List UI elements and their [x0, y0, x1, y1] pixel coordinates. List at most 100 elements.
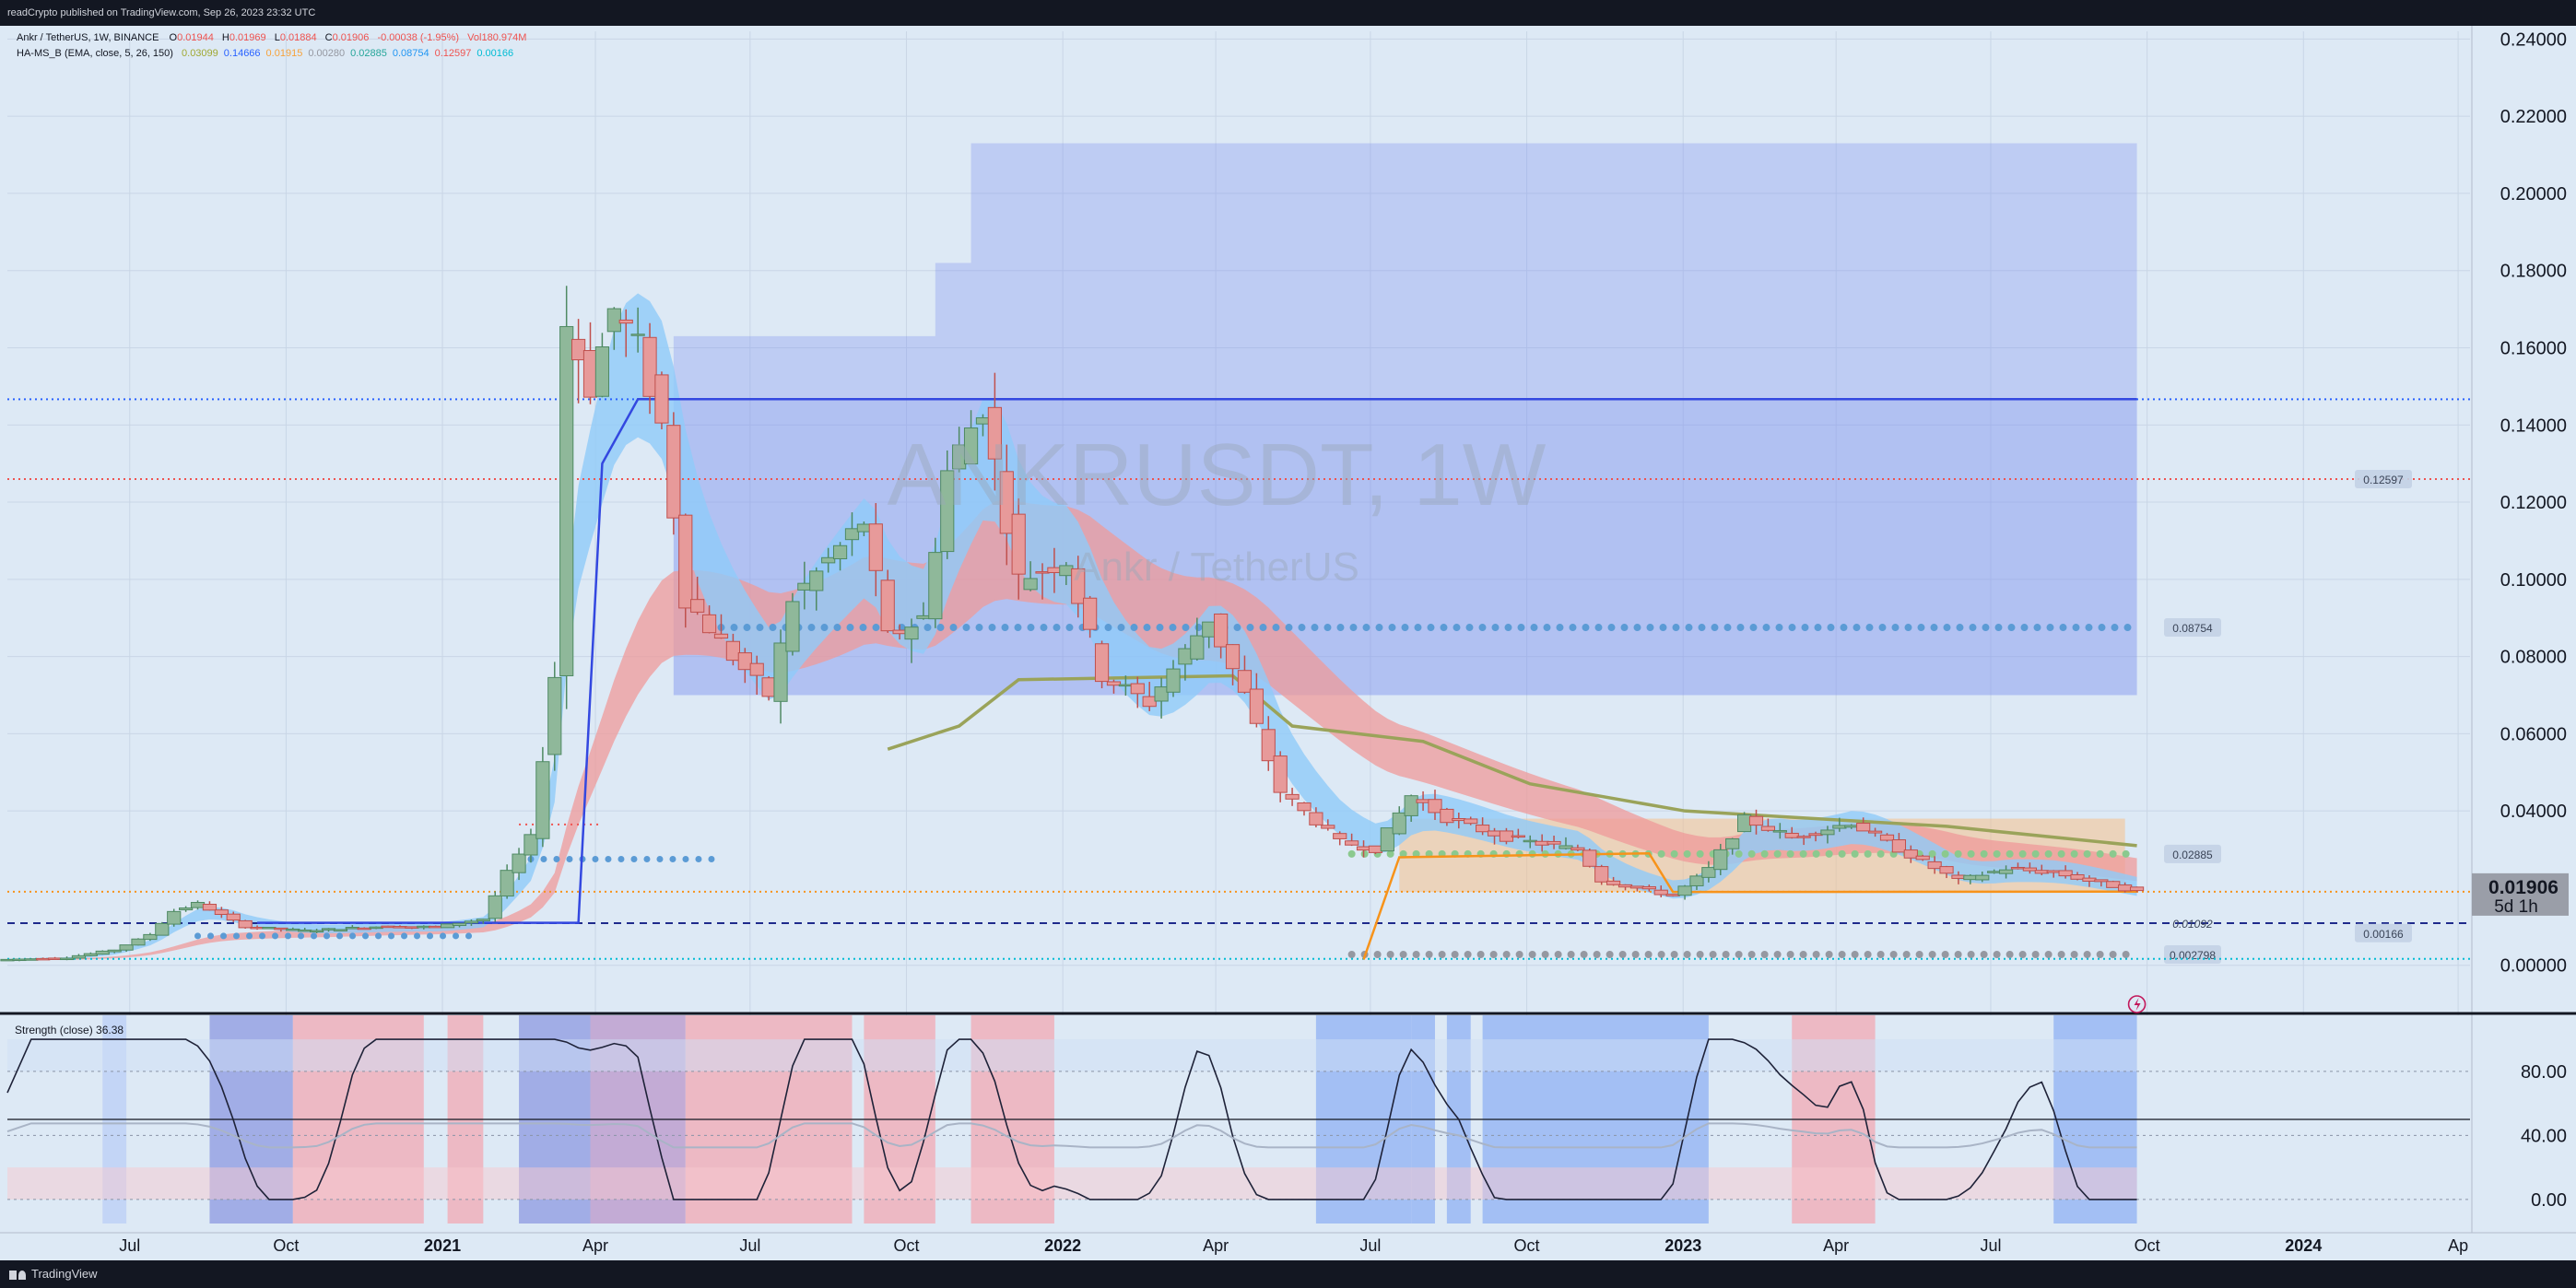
candle-body — [1713, 849, 1728, 871]
price-level-tag-label: 0.00166 — [2363, 928, 2404, 941]
candle-body — [238, 919, 253, 929]
legend-indicator-value: 0.00166 — [476, 48, 513, 59]
candle-body — [1832, 825, 1847, 829]
candle-body — [333, 929, 348, 931]
candle-body — [1118, 684, 1133, 687]
candle-body — [405, 926, 419, 929]
candle-body — [916, 615, 931, 619]
candle-body — [298, 929, 312, 932]
candle-body — [1617, 884, 1633, 888]
candle-body — [1927, 861, 1942, 870]
price-tick-label: 0.12000 — [2500, 493, 2567, 513]
candle-body — [464, 920, 479, 924]
candle-body — [429, 925, 443, 929]
candle-body — [1689, 875, 1704, 886]
legend-indicator-value: 0.12597 — [435, 48, 472, 59]
chart-area[interactable]: 0.12597 0.08754 0.02885 0.01092 0.002798 0.00… — [0, 26, 2576, 1260]
candle-body — [286, 928, 300, 931]
price-axis[interactable]: 0.24000 0.22000 0.20000 0.18000 0.16000 0.140… — [0, 26, 2576, 1260]
last-price-value: 0.01906 — [2488, 877, 2558, 898]
candle-body — [1499, 830, 1514, 842]
publish-info: readCrypto published on TradingView.com,… — [0, 0, 2576, 26]
candle-body — [582, 349, 598, 398]
candle-body — [393, 926, 407, 929]
price-tick-label: 0.10000 — [2500, 570, 2567, 591]
candle-body — [1582, 849, 1597, 867]
candle-body — [262, 927, 276, 930]
candle-body — [785, 601, 800, 652]
time-tick-label: Apr — [582, 1236, 608, 1255]
candle-body — [1844, 825, 1859, 828]
candle-body — [725, 640, 741, 662]
price-tick-label: 0.24000 — [2500, 29, 2567, 50]
candle-body — [167, 910, 182, 925]
candle-body — [1249, 688, 1264, 724]
candle-body — [1166, 668, 1181, 693]
candle-body — [975, 416, 991, 425]
time-tick-label: Jul — [1980, 1236, 2001, 1255]
price-level-tag-label: 0.08754 — [2172, 622, 2213, 635]
time-tick-label: Oct — [273, 1236, 299, 1255]
price-tick-label: 0.06000 — [2500, 724, 2567, 744]
price-level-tag — [2164, 844, 2221, 863]
price-tick-label: 0.04000 — [2500, 802, 2567, 822]
candle-body — [119, 944, 134, 951]
price-tick-label: 0.20000 — [2500, 184, 2567, 205]
candle-body — [1772, 830, 1787, 833]
time-axis[interactable]: Jul Oct 2021 Apr Jul Oct 2022 Apr Jul Oct 2023 Apr J… — [0, 1232, 2576, 1255]
price-level-tag — [2355, 470, 2412, 489]
price-tick-label: 0.08000 — [2500, 648, 2567, 668]
candle-body — [1011, 513, 1026, 575]
candle-body — [1748, 815, 1764, 826]
candle-body — [832, 544, 848, 560]
candle-body — [1796, 836, 1811, 838]
oscillator-label: Strength (close) 36.38 — [15, 1024, 124, 1036]
candle-body — [880, 580, 895, 632]
candle-body — [630, 334, 645, 336]
candle-body — [821, 556, 836, 564]
legend-ohlc-l: 0.01884 — [280, 32, 317, 43]
candle-body — [1202, 621, 1217, 638]
candle-body — [940, 470, 955, 553]
candle-body — [1440, 808, 1454, 824]
candle-body — [2058, 870, 2073, 877]
time-tick-label: Jul — [739, 1236, 760, 1255]
time-tick-label: Oct — [2135, 1236, 2160, 1255]
candle-body — [1547, 840, 1561, 845]
oscillator-pane[interactable]: 80.00 40.00 0.00 Strength (close) 36.38 — [6, 995, 2567, 1224]
candle-body — [381, 925, 395, 929]
candle-body — [642, 336, 657, 397]
candle-body — [1083, 597, 1098, 630]
candle-body — [2070, 874, 2085, 880]
candles — [0, 286, 2145, 962]
candle-body — [441, 923, 455, 929]
candle-body — [844, 528, 860, 541]
candle-body — [1154, 686, 1169, 702]
legend-change: -0.00038 (-1.95%) — [377, 32, 459, 43]
orange-line — [1362, 851, 2137, 960]
candle-body — [1261, 729, 1276, 762]
candle-body — [1987, 871, 2002, 873]
candle-body — [713, 633, 729, 639]
legend-indicator-value: 0.00280 — [308, 48, 345, 59]
olive-line — [887, 673, 2137, 848]
candle-body — [357, 927, 371, 931]
candle-body — [83, 953, 98, 956]
candle-body — [797, 582, 812, 591]
candle-body — [202, 903, 218, 911]
candle-body — [928, 552, 943, 620]
legend-indicator-name: HA-MS_B (EMA, close, 5, 26, 150) — [17, 48, 173, 59]
candle-body — [1368, 845, 1383, 853]
candle-body — [1523, 839, 1537, 843]
candle-body — [856, 523, 871, 533]
candle-body — [1285, 793, 1300, 800]
oscillator-tick-label: 40.00 — [2521, 1126, 2567, 1146]
candle-body — [321, 928, 336, 931]
candle-body — [761, 677, 776, 697]
candle-body — [1915, 855, 1930, 861]
candle-body — [809, 570, 824, 591]
candle-body — [1570, 847, 1585, 850]
time-tick-label: Oct — [1514, 1236, 1540, 1255]
candle-body — [1594, 866, 1609, 883]
price-level-tag — [2164, 618, 2221, 638]
